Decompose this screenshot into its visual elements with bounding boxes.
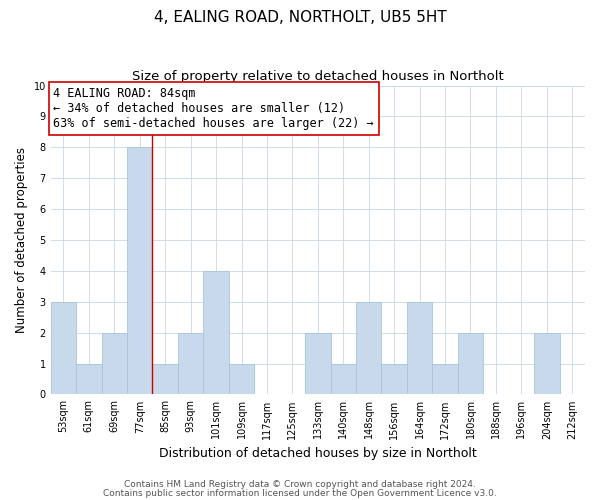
Bar: [382, 364, 407, 394]
Bar: [101, 332, 127, 394]
Bar: [305, 332, 331, 394]
Text: Contains HM Land Registry data © Crown copyright and database right 2024.: Contains HM Land Registry data © Crown c…: [124, 480, 476, 489]
Bar: [178, 332, 203, 394]
Text: Contains public sector information licensed under the Open Government Licence v3: Contains public sector information licen…: [103, 488, 497, 498]
Bar: [50, 302, 76, 394]
Bar: [407, 302, 433, 394]
Bar: [152, 364, 178, 394]
Text: 4 EALING ROAD: 84sqm
← 34% of detached houses are smaller (12)
63% of semi-detac: 4 EALING ROAD: 84sqm ← 34% of detached h…: [53, 87, 374, 130]
Bar: [331, 364, 356, 394]
Bar: [458, 332, 483, 394]
Bar: [203, 271, 229, 394]
Bar: [76, 364, 101, 394]
Bar: [229, 364, 254, 394]
Bar: [433, 364, 458, 394]
Bar: [127, 148, 152, 394]
Bar: [534, 332, 560, 394]
Y-axis label: Number of detached properties: Number of detached properties: [15, 147, 28, 333]
Title: Size of property relative to detached houses in Northolt: Size of property relative to detached ho…: [132, 70, 504, 83]
Text: 4, EALING ROAD, NORTHOLT, UB5 5HT: 4, EALING ROAD, NORTHOLT, UB5 5HT: [154, 10, 446, 25]
Bar: [356, 302, 382, 394]
X-axis label: Distribution of detached houses by size in Northolt: Distribution of detached houses by size …: [159, 447, 477, 460]
